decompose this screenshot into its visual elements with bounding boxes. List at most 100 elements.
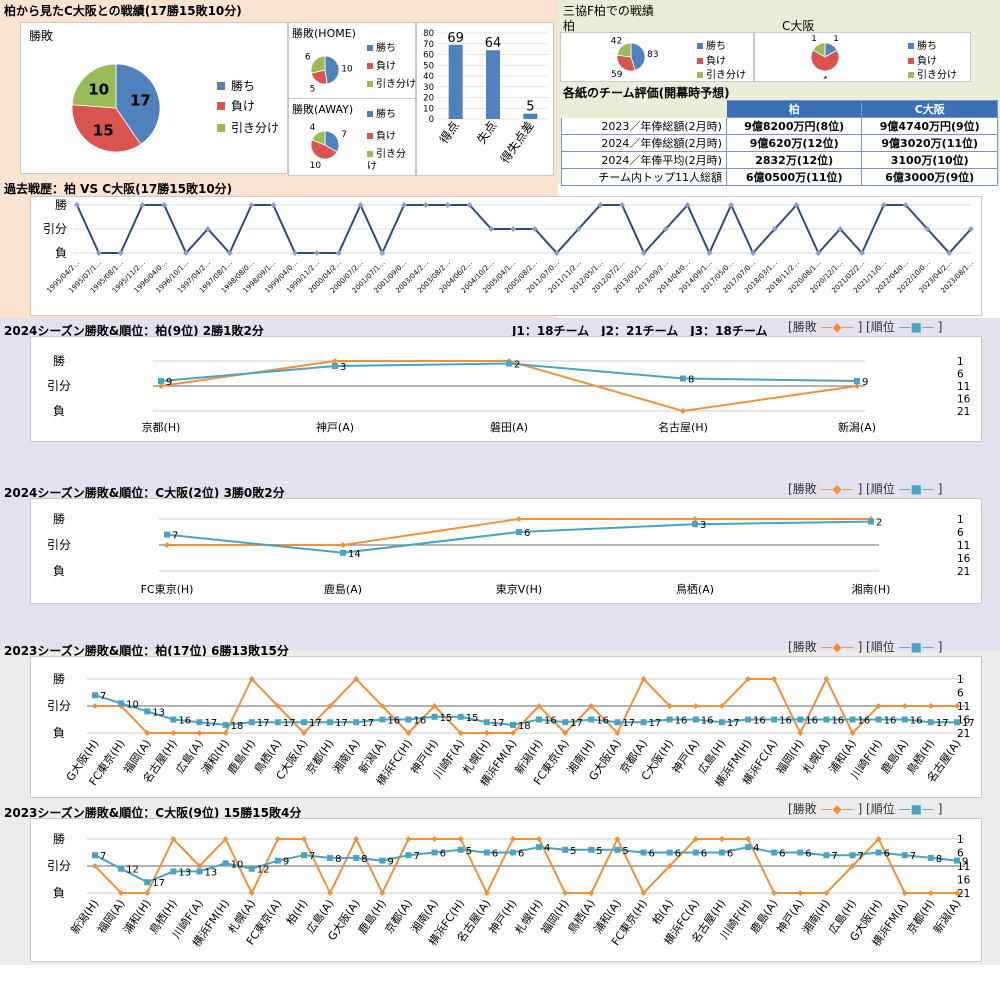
result-point	[823, 676, 830, 682]
rank-point	[666, 849, 673, 856]
history-point	[793, 202, 800, 208]
rank-point	[483, 719, 490, 726]
rank-point	[92, 852, 98, 859]
rank-point	[901, 852, 908, 859]
history-point	[466, 202, 473, 208]
rank-data-label: 7	[100, 851, 106, 862]
pie-slice-勝ち	[324, 55, 340, 85]
rank-data-label: 10	[126, 699, 139, 710]
result-point	[797, 730, 804, 736]
eval-title: 各紙のチーム評価(開幕時予想)	[563, 86, 730, 100]
history-point	[183, 250, 190, 256]
away-legend-win: 勝ち	[367, 105, 396, 120]
history-title: 過去戦歴：柏 VS C大阪(17勝15敗10分)	[4, 182, 233, 196]
bar-category-label: 失点	[473, 118, 499, 146]
kashiwa2023-panel: 1 6 11 16 21 勝引分負 7 10 13 16 17 18 17 17 17 17 17 16 16 15 1…	[30, 656, 982, 798]
league-note: J1：18チーム J2：21チーム J3：18チーム	[512, 324, 768, 338]
history-point	[946, 250, 953, 256]
history-point	[226, 250, 233, 256]
result-point	[118, 890, 125, 896]
rank-data-label: 6	[675, 849, 681, 860]
rank-point	[640, 849, 647, 856]
rank-point	[158, 378, 164, 384]
result-point	[196, 730, 203, 736]
rank-tick-label: 21	[957, 566, 970, 578]
result-y-label: 引分	[47, 699, 71, 713]
rank-point	[431, 713, 438, 720]
result-point	[457, 836, 464, 842]
rank-data-label: 12	[257, 865, 270, 876]
result-point	[875, 703, 882, 709]
mikyo-osaka-panel: 1 4 1 勝ち 負け 引き分け	[754, 32, 971, 82]
rank-data-label: 10	[231, 859, 244, 870]
result-point	[457, 730, 464, 736]
pie-slice-引き分け	[310, 55, 326, 74]
rank-tick-label: 16	[957, 715, 971, 727]
rank-point	[680, 375, 686, 382]
result-point	[300, 836, 307, 842]
rank-point	[927, 854, 934, 861]
rank-data-label: 17	[622, 718, 635, 729]
result-point	[353, 676, 360, 682]
rank-data-label: 16	[675, 716, 688, 727]
rank-data-label: 15	[440, 713, 453, 724]
rank-data-label: 13	[178, 867, 191, 878]
overall-title: 柏から見たC大阪との戦績(17勝15敗10分)	[4, 4, 242, 18]
result-point	[745, 836, 752, 842]
rank-point	[516, 529, 522, 535]
history-point	[531, 226, 538, 232]
home-pie: 10 5 6	[305, 52, 353, 94]
result-point	[483, 730, 490, 736]
rank-data-label: 9	[166, 377, 172, 388]
history-point	[74, 202, 80, 208]
bar-y-tick: 40	[423, 72, 434, 82]
away-pie-title: 勝敗(AWAY)	[292, 103, 354, 116]
rank-tick-label: 1	[957, 674, 964, 686]
rank-point	[692, 849, 699, 856]
result-point	[614, 730, 621, 736]
rank-point	[340, 549, 346, 556]
rank-point	[797, 849, 804, 856]
result-point	[927, 703, 934, 709]
result-point	[562, 890, 569, 896]
rank-point	[901, 716, 908, 723]
rank-data-label: 7	[100, 691, 106, 702]
rank-tick-label: 11	[957, 381, 970, 393]
rank-data-label: 13	[204, 867, 217, 878]
rank-point	[274, 719, 281, 726]
rank-point	[536, 716, 543, 723]
result-point	[431, 836, 438, 842]
history-point	[706, 250, 713, 256]
rank-point	[353, 719, 360, 726]
pie-label: 83	[647, 50, 658, 60]
bar-y-tick: 50	[423, 61, 434, 71]
history-point	[575, 226, 582, 232]
result-line	[95, 676, 957, 736]
rank-point	[927, 719, 934, 726]
rank-data-label: 8	[688, 375, 694, 386]
eval-col-osaka: C大阪	[861, 100, 998, 118]
result-point	[901, 890, 908, 896]
result-point	[327, 703, 334, 709]
pie-label: 4	[310, 123, 316, 133]
result-y-label: 負	[53, 726, 65, 740]
rank-tick-label: 6	[957, 527, 964, 539]
result-y-label: 負	[53, 404, 65, 418]
rank-tick-label: 1	[957, 834, 964, 846]
rank-tick-label: 1	[957, 356, 964, 368]
rank-data-label: 16	[753, 716, 766, 727]
rank-data-label: 17	[204, 718, 217, 729]
season-x-label: 柏(H)	[283, 897, 310, 928]
bar-category-label: 得点	[436, 118, 462, 146]
rank-tick-label: 16	[957, 394, 971, 406]
rank-point	[509, 849, 516, 856]
result-point	[692, 836, 699, 842]
pie-label: 4	[822, 75, 828, 79]
result-point	[405, 730, 412, 736]
result-point	[666, 703, 673, 709]
rank-point	[170, 716, 177, 723]
rank-point	[300, 719, 307, 726]
home-legend-win: 勝ち	[367, 39, 396, 54]
rank-point	[854, 378, 860, 384]
